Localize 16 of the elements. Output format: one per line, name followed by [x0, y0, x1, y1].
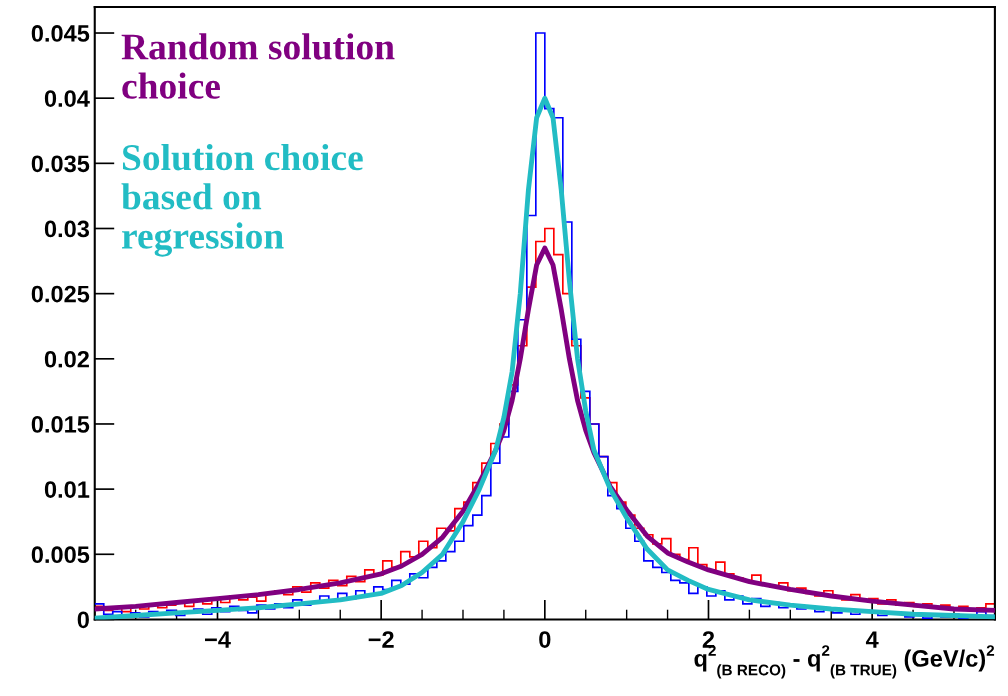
y-tick-label: 0.015: [31, 416, 90, 433]
y-tick-label: 0.005: [31, 546, 90, 564]
y-tick-label: 0.02: [44, 350, 89, 368]
y-tick-label: 0.045: [31, 25, 90, 42]
x-tick-label: −4: [205, 631, 231, 648]
y-tick-label: 0: [77, 611, 89, 629]
y-tick-label: 0.04: [44, 90, 90, 107]
y-tick-label: 0.01: [44, 481, 90, 498]
x-tick-label: 0: [539, 631, 551, 648]
y-tick-label: 0.035: [31, 155, 90, 173]
text: Solution choice based on regression: [121, 143, 363, 257]
x-tick-label: 4: [865, 631, 879, 648]
text: Random solution choice: [121, 33, 395, 99]
y-tick-label: 0.025: [31, 285, 90, 303]
y-tick-label: 0.03: [44, 220, 90, 238]
x-tick-label: −2: [368, 631, 394, 648]
